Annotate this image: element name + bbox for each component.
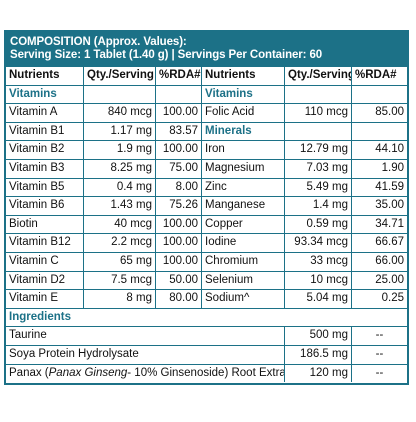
table-row: Vitamin B5 0.4 mg 8.00 Zinc 5.49 mg 41.5… [6,177,407,197]
column-header-row: Nutrients Qty./Serving %RDA# Nutrients Q… [6,66,407,85]
col-nutrients-1: Nutrients [6,67,84,85]
section-row: Ingredients [6,307,407,327]
ingredient-row: Panax (Panax Ginseng - 10% Ginsenoside) R… [6,363,407,383]
vitamins-heading: Vitamins [6,85,84,104]
ingredient-row: Taurine 500 mg -- [6,326,407,345]
panax-name: Panax (Panax Ginseng - 10% Ginsenoside) R… [6,364,285,383]
col-rda-1: %RDA# [156,67,202,85]
table-row: Vitamin B2 1.9 mg 100.00 Iron 12.79 mg 4… [6,140,407,159]
serving-info: Serving Size: 1 Tablet (1.40 g) | Servin… [10,49,323,61]
table-row: Vitamin A 840 mcg 100.00 Folic Acid 110 … [6,103,407,122]
col-qty-2: Qty./Serving [285,67,352,85]
section-row: Vitamins Vitamins [6,84,407,104]
col-rda-2: %RDA# [355,69,397,82]
table-row: Vitamin B6 1.43 mg 75.26 Manganese 1.4 m… [6,196,407,215]
vitamins-heading-right: Vitamins [202,85,285,104]
ingredient-row: Soya Protein Hydrolysate 186.5 mg -- [6,344,407,364]
col-qty-1: Qty./Serving [84,67,156,85]
table-row: Vitamin E 8 mg 80.00 Sodium^ 5.04 mg 0.2… [6,289,407,308]
table-row: Vitamin B1 1.17 mg 83.57 Minerals [6,121,407,141]
table-row: Biotin 40 mcg 100.00 Copper 0.59 mg 34.7… [6,214,407,234]
composition-title: COMPOSITION (Approx. Values): [10,36,187,48]
ingredients-heading: Ingredients [9,310,71,323]
table-header: COMPOSITION (Approx. Values): Serving Si… [6,32,407,66]
table-row: Vitamin B3 8.25 mg 75.00 Magnesium 7.03 … [6,158,407,178]
table-row: Vitamin C 65 mg 100.00 Chromium 33 mcg 6… [6,251,407,271]
composition-table: COMPOSITION (Approx. Values): Serving Si… [4,30,409,385]
table-row: Vitamin D2 7.5 mcg 50.00 Selenium 10 mcg… [6,270,407,290]
col-nutrients-2: Nutrients [202,67,285,85]
minerals-heading: Minerals [202,122,285,141]
table-row: Vitamin B12 2.2 mcg 100.00 Iodine 93.34 … [6,233,407,252]
